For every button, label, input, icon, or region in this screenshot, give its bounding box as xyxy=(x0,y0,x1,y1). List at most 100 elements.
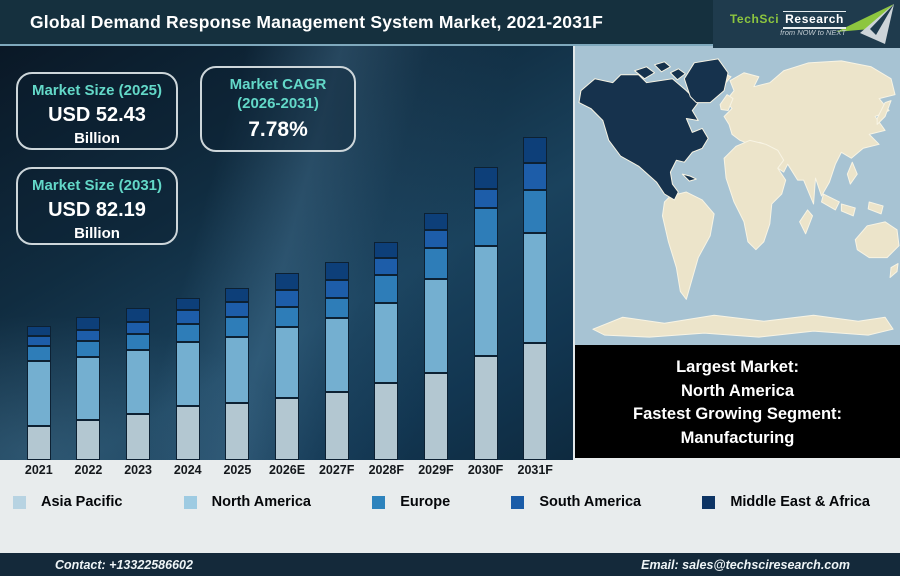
bar-2029F-segment-north-america xyxy=(423,279,448,373)
bar-2021-segment-north-america xyxy=(26,361,51,426)
bar-2022-segment-south-america xyxy=(76,330,101,341)
callout-line: Largest Market: xyxy=(676,358,799,376)
stat-unit: Billion xyxy=(74,225,120,242)
stat-title: (2026-2031) xyxy=(237,95,319,112)
bar-2031F-segment-europe xyxy=(523,190,548,233)
header-bar: Global Demand Response Management System… xyxy=(0,0,900,48)
stat-box-market-cagr: Market CAGR (2026-2031) 7.78% xyxy=(200,66,356,152)
bar-2031F-segment-middle-east-africa xyxy=(523,137,548,163)
bar-2021 xyxy=(14,46,64,460)
x-label-2027F: 2027F xyxy=(318,463,355,477)
logo-brand-primary: TechSci xyxy=(729,11,780,26)
stat-value: 7.78% xyxy=(248,118,308,141)
bar-2029F-segment-middle-east-africa xyxy=(423,213,448,230)
legend-label: Europe xyxy=(400,494,451,510)
world-map xyxy=(575,46,900,345)
bar-2023-segment-europe xyxy=(126,334,151,350)
bar-2027F-segment-north-america xyxy=(324,318,349,392)
x-label-2026E: 2026E xyxy=(268,463,306,477)
bar-2027F-segment-middle-east-africa xyxy=(324,262,349,280)
legend-swatch-icon xyxy=(511,495,525,509)
bar-2026E-segment-asia-pacific xyxy=(275,398,300,460)
techsci-logo: TechSci Research from NOW to NEXT xyxy=(713,0,900,48)
bar-2031F-segment-north-america xyxy=(523,233,548,343)
stat-title: Market CAGR xyxy=(229,76,327,93)
bar-2025-segment-north-america xyxy=(225,337,250,403)
stat-value: USD 82.19 xyxy=(48,199,146,221)
bar-2026E-segment-europe xyxy=(275,307,300,327)
stat-value: USD 52.43 xyxy=(48,104,146,126)
legend-swatch-icon xyxy=(372,495,386,509)
x-label-2028F: 2028F xyxy=(368,463,405,477)
bar-2025 xyxy=(213,46,263,460)
legend-item-north-america: North America xyxy=(183,494,311,510)
stat-title: Market Size (2031) xyxy=(31,177,163,194)
bar-2031F xyxy=(510,46,560,460)
x-label-2024: 2024 xyxy=(173,463,202,477)
bar-2027F-segment-asia-pacific xyxy=(324,392,349,460)
bar-2023-segment-south-america xyxy=(126,322,151,334)
main-row: Market Size (2025) USD 52.43 Billion Mar… xyxy=(0,46,900,460)
x-label-2021: 2021 xyxy=(24,463,53,477)
bar-2031F-segment-asia-pacific xyxy=(523,343,548,460)
bar-2029F-segment-europe xyxy=(423,248,448,279)
bar-2027F-segment-europe xyxy=(324,298,349,318)
callout-line: Manufacturing xyxy=(680,428,795,447)
x-axis-labels: 2021 2022 2023 2024 2025 2026E 2027F 2028F 2029F… xyxy=(14,460,560,478)
x-label-2022: 2022 xyxy=(74,463,103,477)
map-australia xyxy=(854,221,900,259)
bar-2024-segment-north-america xyxy=(175,342,200,406)
x-label-2031F: 2031F xyxy=(517,463,553,477)
x-label-2029F: 2029F xyxy=(418,463,454,477)
map-antarctica xyxy=(592,314,894,338)
bar-2024-segment-south-america xyxy=(175,310,200,324)
legend-item-middle-east-africa: Middle East & Africa xyxy=(702,494,870,510)
bar-2022-segment-north-america xyxy=(76,357,101,420)
bar-2030F-segment-south-america xyxy=(473,189,498,208)
bar-2024-segment-asia-pacific xyxy=(175,406,200,460)
bar-2029F xyxy=(411,46,461,460)
bar-2025-segment-europe xyxy=(225,317,250,337)
bar-2025-segment-asia-pacific xyxy=(225,403,250,460)
bar-2029F-segment-asia-pacific xyxy=(423,373,448,460)
bar-2030F-segment-europe xyxy=(473,208,498,246)
legend-label: Middle East & Africa xyxy=(730,494,870,510)
legend-item-asia-pacific: Asia Pacific xyxy=(13,494,122,510)
email-info: Email: sales@techsciresearch.com xyxy=(641,557,850,572)
map-greenland xyxy=(683,58,729,104)
bar-2028F-segment-europe xyxy=(374,275,399,303)
bar-2023-segment-north-america xyxy=(126,350,151,414)
bar-2022-segment-europe xyxy=(76,341,101,357)
legend-label: Asia Pacific xyxy=(41,494,123,510)
bar-2024 xyxy=(163,46,213,460)
stat-title: Market Size (2025) xyxy=(31,82,163,99)
map-new-zealand xyxy=(889,263,899,278)
bar-2030F-segment-asia-pacific xyxy=(473,356,498,460)
bar-2023-segment-asia-pacific xyxy=(126,414,151,460)
bar-2028F-segment-north-america xyxy=(374,303,399,383)
bar-2022-segment-middle-east-africa xyxy=(76,317,101,330)
bar-2024-segment-middle-east-africa xyxy=(175,298,200,310)
right-column: Largest Market: North America Fastest Gr… xyxy=(573,46,900,460)
bar-2029F-segment-south-america xyxy=(423,230,448,248)
logo-brand-secondary: Research xyxy=(783,10,846,29)
map-africa xyxy=(723,139,787,251)
bar-2021-segment-middle-east-africa xyxy=(26,326,51,336)
bar-2030F-segment-north-america xyxy=(473,246,498,356)
map-madagascar xyxy=(799,209,814,235)
map-south-america xyxy=(661,191,715,300)
callout-box: Largest Market: North America Fastest Gr… xyxy=(575,345,900,458)
bar-2022-segment-asia-pacific xyxy=(76,420,101,460)
bar-2030F xyxy=(461,46,511,460)
page-title: Global Demand Response Management System… xyxy=(30,11,603,32)
footer-bar: Contact: +13322586602 Email: sales@techs… xyxy=(0,553,900,576)
chart-legend: Asia Pacific North America Europe South Ame… xyxy=(13,494,870,510)
bar-2026E-segment-middle-east-africa xyxy=(275,273,300,290)
bar-2023 xyxy=(113,46,163,460)
bar-2025-segment-middle-east-africa xyxy=(225,288,250,302)
x-label-2023: 2023 xyxy=(124,463,152,477)
map-japan xyxy=(876,100,892,125)
stat-box-market-size-2031: Market Size (2031) USD 82.19 Billion xyxy=(16,167,178,245)
bar-2028F xyxy=(361,46,411,460)
